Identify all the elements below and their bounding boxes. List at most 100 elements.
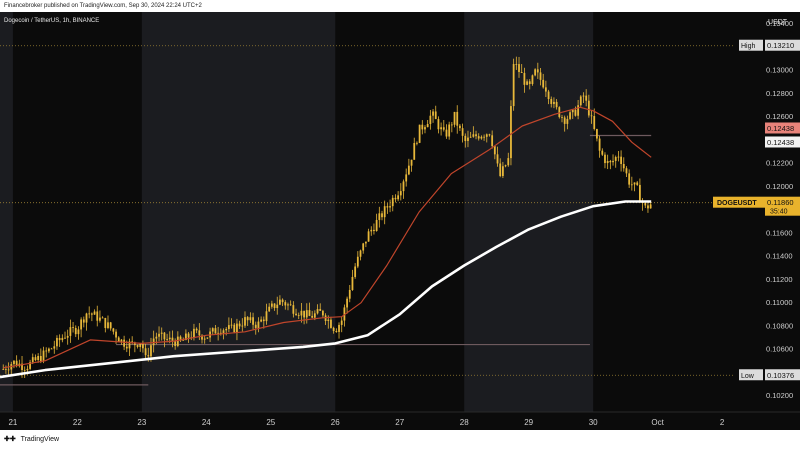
y-tick-label: 0.11000 bbox=[766, 298, 793, 307]
candle-body bbox=[488, 134, 491, 136]
candle-10 bbox=[29, 359, 31, 371]
candle-100 bbox=[270, 300, 273, 309]
candle-body bbox=[362, 243, 365, 251]
candle-body bbox=[74, 328, 77, 335]
candle-230 bbox=[620, 150, 622, 172]
candle-188 bbox=[507, 152, 510, 167]
candle-body bbox=[125, 346, 128, 349]
candle-92 bbox=[249, 312, 252, 323]
candle-body bbox=[262, 319, 265, 322]
candle-220 bbox=[593, 108, 596, 131]
candle-body bbox=[429, 115, 432, 125]
low-tag-bg bbox=[739, 369, 763, 381]
candle-body bbox=[558, 107, 561, 118]
candle-body bbox=[442, 127, 445, 130]
candle-239 bbox=[644, 202, 647, 209]
candle-body bbox=[90, 313, 93, 315]
candle-body bbox=[53, 346, 56, 349]
candle-body bbox=[82, 319, 85, 323]
candle-body bbox=[550, 99, 553, 104]
candle-body bbox=[593, 116, 596, 130]
candle-84 bbox=[227, 317, 230, 333]
candle-41 bbox=[112, 327, 115, 335]
candle-body bbox=[647, 205, 649, 209]
tradingview-logo-icon: ✚✚ bbox=[4, 436, 16, 443]
chart-canvas[interactable]: 0.102000.104000.106000.108000.110000.112… bbox=[0, 12, 800, 430]
candle-body bbox=[606, 160, 609, 164]
candle-143 bbox=[386, 203, 389, 214]
candle-153 bbox=[413, 137, 416, 160]
candle-body bbox=[233, 324, 236, 333]
candle-166 bbox=[448, 121, 451, 140]
candle-224 bbox=[604, 152, 606, 169]
candle-95 bbox=[257, 317, 260, 333]
candle-205 bbox=[553, 97, 555, 109]
candle-198 bbox=[534, 68, 537, 77]
candle-21 bbox=[58, 334, 61, 347]
candle-body bbox=[612, 160, 614, 163]
candle-142 bbox=[383, 200, 386, 225]
candle-body bbox=[303, 310, 306, 318]
high-tag-bg bbox=[739, 39, 763, 51]
candle-body bbox=[316, 309, 319, 314]
candle-body bbox=[515, 64, 518, 65]
candle-229 bbox=[617, 150, 620, 162]
candle-body bbox=[338, 324, 340, 332]
candle-body bbox=[630, 184, 633, 186]
candle-body bbox=[405, 174, 408, 182]
candle-body bbox=[416, 142, 418, 144]
candle-body bbox=[445, 129, 448, 137]
candle-body bbox=[47, 348, 50, 352]
candle-body bbox=[5, 369, 7, 370]
candle-body bbox=[456, 111, 459, 126]
candle-94 bbox=[254, 321, 257, 335]
candle-64 bbox=[174, 338, 177, 350]
candle-body bbox=[7, 369, 10, 371]
x-tick-label: 2 bbox=[720, 418, 725, 427]
candle-134 bbox=[362, 242, 365, 254]
candle-body bbox=[367, 231, 370, 242]
candle-73 bbox=[198, 323, 201, 341]
candle-6 bbox=[18, 359, 21, 368]
x-tick-label: 28 bbox=[460, 418, 469, 427]
candle-101 bbox=[273, 303, 276, 311]
candle-body bbox=[279, 299, 281, 305]
candle-body bbox=[244, 317, 246, 326]
candle-167 bbox=[450, 121, 453, 133]
candle-body bbox=[150, 345, 152, 357]
candle-body bbox=[319, 309, 322, 311]
ema-short-line bbox=[3, 106, 652, 369]
candle-38 bbox=[104, 317, 107, 333]
candle-241 bbox=[649, 202, 652, 209]
candle-body bbox=[459, 125, 461, 129]
candle-196 bbox=[528, 79, 531, 90]
candle-132 bbox=[356, 251, 359, 269]
candle-123 bbox=[332, 326, 335, 334]
candle-body bbox=[287, 304, 289, 306]
candle-122 bbox=[330, 316, 332, 329]
candle-130 bbox=[351, 269, 354, 291]
candle-body bbox=[166, 339, 168, 340]
x-tick-label: 26 bbox=[331, 418, 340, 427]
candle-19 bbox=[53, 340, 56, 354]
candle-body bbox=[636, 182, 639, 185]
candle-body bbox=[507, 158, 510, 166]
x-tick-label: 21 bbox=[8, 418, 17, 427]
candle-237 bbox=[639, 178, 641, 201]
candle-203 bbox=[547, 89, 550, 105]
candle-body bbox=[163, 332, 166, 340]
price-chart[interactable]: 0.102000.104000.106000.108000.110000.112… bbox=[0, 12, 800, 430]
candle-body bbox=[577, 105, 580, 116]
candle-body bbox=[628, 173, 631, 185]
candle-body bbox=[297, 315, 300, 316]
candle-body bbox=[563, 117, 566, 124]
candle-56 bbox=[152, 330, 155, 353]
candle-body bbox=[64, 337, 66, 339]
tradingview-brand: TradingView bbox=[20, 436, 60, 443]
candle-139 bbox=[375, 213, 378, 232]
candle-90 bbox=[244, 311, 246, 328]
candle-body bbox=[13, 360, 15, 365]
candle-193 bbox=[520, 64, 523, 74]
candle-197 bbox=[531, 74, 534, 86]
candle-226 bbox=[609, 159, 612, 170]
